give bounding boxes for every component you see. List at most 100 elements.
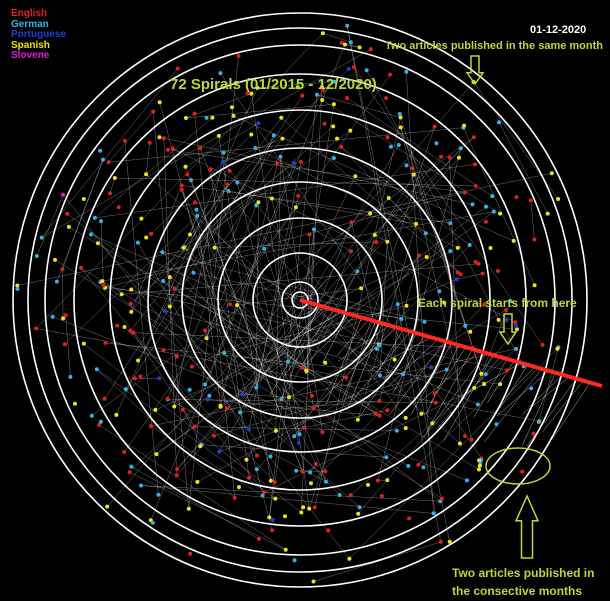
article-dot: [287, 395, 291, 400]
spiral-start-link: [436, 357, 501, 430]
article-dot: [477, 458, 482, 463]
article-dot: [483, 219, 488, 224]
article-dot: [323, 469, 328, 474]
spiral-start-link: [338, 325, 390, 362]
article-link: [91, 137, 474, 416]
article-link: [374, 234, 388, 242]
article-link: [90, 234, 478, 405]
article-dot: [218, 71, 223, 76]
article-link: [41, 48, 371, 238]
article-dot: [398, 115, 403, 120]
article-dot: [406, 464, 411, 468]
article-link: [155, 279, 457, 411]
article-link: [176, 148, 461, 476]
spiral-start-link: [322, 313, 348, 363]
article-link: [62, 269, 64, 319]
legend-slovene: Slovene: [11, 50, 50, 61]
article-dot: [345, 23, 350, 28]
article-dot: [267, 515, 272, 520]
spiral-start-link: [504, 367, 535, 399]
article-dot: [273, 428, 278, 433]
article-dot: [54, 279, 59, 284]
article-link: [313, 541, 441, 582]
article-dot: [463, 434, 467, 438]
article-dot: [66, 224, 71, 229]
article-dot: [65, 211, 70, 216]
article-dot: [122, 138, 127, 143]
article-dot: [92, 215, 97, 220]
article-dot: [39, 235, 44, 240]
article-link: [36, 194, 64, 257]
article-link: [349, 348, 558, 559]
article-link: [131, 466, 260, 540]
article-link: [54, 259, 443, 499]
article-link: [131, 185, 182, 312]
article-dot: [161, 136, 166, 141]
article-dot: [379, 494, 384, 498]
spiral-start-link: [325, 317, 362, 405]
article-dot: [114, 412, 119, 417]
article-dot: [414, 221, 419, 226]
diagram-title: 72 Spirals (01/2015 - 12/2020): [170, 76, 377, 93]
article-dot: [255, 453, 259, 458]
article-link: [340, 146, 461, 275]
article-link: [62, 159, 104, 270]
article-link: [140, 485, 434, 514]
article-dot: [457, 441, 462, 446]
article-dot: [297, 432, 302, 437]
article-dot: [237, 485, 241, 490]
article-dot: [301, 425, 306, 430]
article-dot: [293, 205, 298, 210]
article-dot: [403, 415, 408, 420]
article-dot: [185, 172, 190, 177]
article-dot: [339, 144, 343, 149]
article-dot: [189, 364, 194, 369]
article-dot: [349, 220, 354, 225]
article-dot: [175, 66, 180, 71]
article-dot: [135, 240, 140, 245]
spiral-start-link: [443, 355, 494, 441]
article-link: [176, 156, 442, 470]
article-link: [131, 117, 282, 313]
article-dot: [167, 275, 172, 280]
article-dot: [309, 393, 314, 398]
article-link: [176, 157, 460, 470]
article-link: [130, 126, 334, 304]
article-dot: [313, 461, 318, 466]
article-dot: [225, 182, 230, 187]
current-date-badge: 01-12-2020: [527, 23, 590, 37]
article-link: [174, 152, 224, 407]
article-dot: [275, 161, 280, 166]
article-dot: [469, 437, 474, 442]
article-dot: [331, 156, 336, 160]
article-dot: [471, 135, 476, 140]
article-link: [94, 117, 213, 219]
article-dot: [203, 328, 208, 333]
article-dot: [356, 511, 361, 516]
article-dot: [230, 105, 234, 110]
article-dot: [256, 121, 261, 126]
article-dot: [320, 31, 325, 36]
spiral-start-link: [358, 333, 418, 418]
article-link: [220, 72, 482, 459]
article-dot: [385, 408, 390, 413]
article-dot: [496, 317, 501, 322]
article-link: [184, 246, 358, 420]
article-link: [105, 192, 465, 289]
article-link: [197, 309, 507, 483]
annotation-arrows: [465, 55, 551, 559]
article-dot: [165, 396, 170, 401]
article-dot: [296, 441, 301, 445]
article-dot: [279, 115, 284, 120]
article-dot: [156, 492, 161, 497]
article-link: [316, 94, 401, 118]
article-dot: [147, 140, 152, 145]
article-dot: [210, 115, 215, 120]
article-dot: [343, 42, 347, 47]
article-dot: [255, 85, 260, 90]
article-dot: [377, 413, 382, 418]
article-dot: [482, 302, 487, 307]
article-link: [210, 169, 406, 419]
article-dot: [404, 303, 409, 308]
article-dot: [174, 354, 179, 359]
